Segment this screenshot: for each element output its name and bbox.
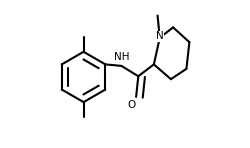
Text: NH: NH: [114, 52, 129, 62]
Text: N: N: [156, 31, 164, 41]
Text: O: O: [128, 100, 136, 110]
